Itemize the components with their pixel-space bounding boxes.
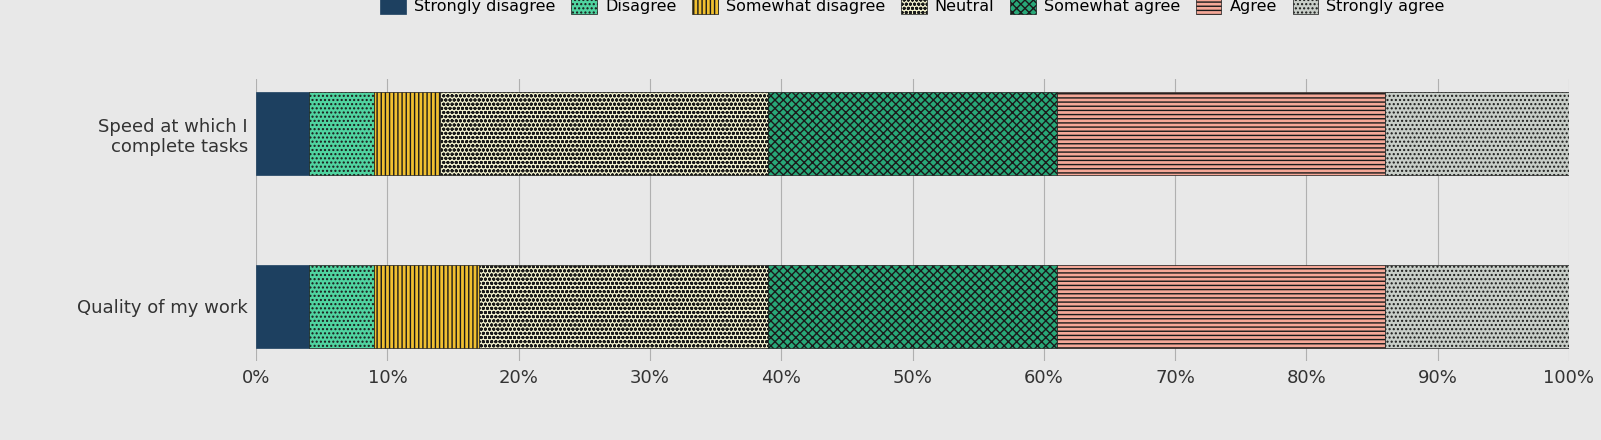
Bar <box>768 92 1057 175</box>
Bar <box>1057 92 1385 175</box>
Bar <box>768 265 1057 348</box>
Bar <box>1385 265 1569 348</box>
Bar <box>1385 92 1569 175</box>
Bar <box>440 92 768 175</box>
Bar <box>375 92 440 175</box>
Bar <box>256 265 309 348</box>
Bar <box>479 265 768 348</box>
Bar <box>256 92 309 175</box>
Bar <box>1057 265 1385 348</box>
Bar <box>375 265 479 348</box>
Bar <box>309 92 375 175</box>
Bar <box>309 265 375 348</box>
Legend: Strongly disagree, Disagree, Somewhat disagree, Neutral, Somewhat agree, Agree, : Strongly disagree, Disagree, Somewhat di… <box>381 0 1444 15</box>
